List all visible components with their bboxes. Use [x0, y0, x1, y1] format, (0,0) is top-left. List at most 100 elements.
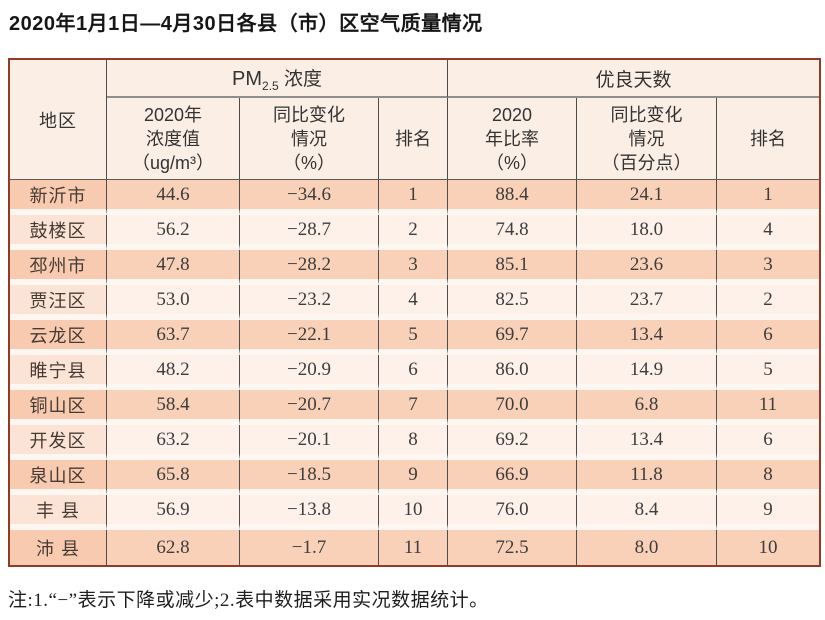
gd-change-cell: 13.4	[577, 425, 717, 460]
pm-rank-cell: 1	[379, 180, 448, 215]
gd-ratio-cell: 82.5	[448, 285, 577, 320]
pm25-group-header: PM2.5 浓度	[107, 60, 448, 98]
gd-change-cell: 13.4	[577, 320, 717, 355]
pm-change-cell: −28.2	[240, 250, 379, 285]
gd-rank-cell: 6	[717, 425, 819, 460]
gd-rank-cell: 9	[717, 495, 819, 530]
table-row: 睢宁县 48.2 −20.9 6 86.0 14.9 5	[10, 355, 819, 390]
region-cell: 丰 县	[10, 495, 107, 530]
pm-value-cell: 48.2	[107, 355, 240, 390]
pm-change-cell: −22.1	[240, 320, 379, 355]
region-cell: 开发区	[10, 425, 107, 460]
gd-change-cell: 24.1	[577, 180, 717, 215]
gd-ratio-cell: 86.0	[448, 355, 577, 390]
table-row: 鼓楼区 56.2 −28.7 2 74.8 18.0 4	[10, 215, 819, 250]
pm25-label-suffix: 浓度	[278, 68, 322, 90]
good-days-change-header: 同比变化 情况 （百分点）	[577, 98, 717, 180]
pm-value-cell: 47.8	[107, 250, 240, 285]
gd-rank-cell: 1	[717, 180, 819, 215]
pm-change-cell: −34.6	[240, 180, 379, 215]
pm-rank-cell: 10	[379, 495, 448, 530]
region-cell: 泉山区	[10, 460, 107, 495]
pm-change-header: 同比变化 情况 （%）	[240, 98, 379, 180]
gd-ratio-cell: 88.4	[448, 180, 577, 215]
table-body: 新沂市 44.6 −34.6 1 88.4 24.1 1 鼓楼区 56.2 −28.7 2 74.8 1…	[10, 180, 819, 565]
gd-ratio-cell: 69.2	[448, 425, 577, 460]
pm-value-cell: 56.9	[107, 495, 240, 530]
pm-value-cell: 63.7	[107, 320, 240, 355]
pm-change-cell: −23.2	[240, 285, 379, 320]
pm-rank-cell: 7	[379, 390, 448, 425]
pm-value-cell: 56.2	[107, 215, 240, 250]
table-row: 沛 县 62.8 −1.7 11 72.5 8.0 10	[10, 530, 819, 565]
region-cell: 鼓楼区	[10, 215, 107, 250]
gd-rank-cell: 8	[717, 460, 819, 495]
pm-rank-cell: 3	[379, 250, 448, 285]
header-group-row: 地区 PM2.5 浓度 优良天数	[10, 60, 819, 180]
pm-rank-cell: 9	[379, 460, 448, 495]
region-cell: 铜山区	[10, 390, 107, 425]
region-cell: 贾汪区	[10, 285, 107, 320]
gd-rank-cell: 6	[717, 320, 819, 355]
pm-value-cell: 44.6	[107, 180, 240, 215]
pm25-label-subscript: 2.5	[262, 78, 279, 93]
gd-change-cell: 11.8	[577, 460, 717, 495]
gd-ratio-cell: 69.7	[448, 320, 577, 355]
pm-rank-cell: 4	[379, 285, 448, 320]
region-cell: 睢宁县	[10, 355, 107, 390]
pm-change-cell: −20.9	[240, 355, 379, 390]
pm-value-cell: 65.8	[107, 460, 240, 495]
pm-change-cell: −1.7	[240, 530, 379, 565]
table-row: 新沂市 44.6 −34.6 1 88.4 24.1 1	[10, 180, 819, 215]
region-cell: 邳州市	[10, 250, 107, 285]
air-quality-table: 地区 PM2.5 浓度 优良天数 2020年 浓度值 （ug/m³） 同比变化 …	[8, 58, 821, 567]
pm-value-cell: 53.0	[107, 285, 240, 320]
region-cell: 云龙区	[10, 320, 107, 355]
pm-value-cell: 63.2	[107, 425, 240, 460]
gd-change-cell: 23.7	[577, 285, 717, 320]
page: 2020年1月1日—4月30日各县（市）区空气质量情况 地区 PM2.5 浓度 …	[0, 10, 825, 620]
pm-rank-cell: 5	[379, 320, 448, 355]
pm-rank-cell: 6	[379, 355, 448, 390]
gd-change-cell: 23.6	[577, 250, 717, 285]
pm-rank-cell: 8	[379, 425, 448, 460]
table-row: 贾汪区 53.0 −23.2 4 82.5 23.7 2	[10, 285, 819, 320]
gd-rank-cell: 5	[717, 355, 819, 390]
gd-rank-cell: 11	[717, 390, 819, 425]
gd-rank-cell: 10	[717, 530, 819, 565]
gd-change-cell: 8.0	[577, 530, 717, 565]
pm-rank-cell: 11	[379, 530, 448, 565]
table-row: 云龙区 63.7 −22.1 5 69.7 13.4 6	[10, 320, 819, 355]
header-sub-row: 2020年 浓度值 （ug/m³） 同比变化 情况 （%） 排名 2020 年比…	[10, 98, 819, 180]
gd-change-cell: 6.8	[577, 390, 717, 425]
page-title: 2020年1月1日—4月30日各县（市）区空气质量情况	[9, 13, 483, 35]
gd-ratio-cell: 74.8	[448, 215, 577, 250]
pm-change-cell: −20.1	[240, 425, 379, 460]
gd-change-cell: 14.9	[577, 355, 717, 390]
pm-change-cell: −28.7	[240, 215, 379, 250]
table-row: 开发区 63.2 −20.1 8 69.2 13.4 6	[10, 425, 819, 460]
pm-change-cell: −13.8	[240, 495, 379, 530]
region-cell: 沛 县	[10, 530, 107, 565]
table-row: 泉山区 65.8 −18.5 9 66.9 11.8 8	[10, 460, 819, 495]
table-row: 丰 县 56.9 −13.8 10 76.0 8.4 9	[10, 495, 819, 530]
table-header: 地区 PM2.5 浓度 优良天数 2020年 浓度值 （ug/m³） 同比变化 …	[10, 60, 819, 180]
region-column-header: 地区	[10, 60, 107, 180]
pm-rank-cell: 2	[379, 215, 448, 250]
good-days-group-header: 优良天数	[448, 60, 819, 98]
gd-ratio-cell: 85.1	[448, 250, 577, 285]
table-row: 铜山区 58.4 −20.7 7 70.0 6.8 11	[10, 390, 819, 425]
gd-change-cell: 18.0	[577, 215, 717, 250]
pm-value-cell: 58.4	[107, 390, 240, 425]
gd-ratio-cell: 70.0	[448, 390, 577, 425]
region-cell: 新沂市	[10, 180, 107, 215]
pm-change-cell: −20.7	[240, 390, 379, 425]
table-row: 邳州市 47.8 −28.2 3 85.1 23.6 3	[10, 250, 819, 285]
pm-concentration-header: 2020年 浓度值 （ug/m³）	[107, 98, 240, 180]
pm25-label-prefix: PM	[232, 67, 263, 90]
footnote: 注:1.“−”表示下降或减少;2.表中数据采用实况数据统计。	[8, 590, 489, 611]
pm-rank-header: 排名	[379, 98, 448, 180]
gd-rank-cell: 3	[717, 250, 819, 285]
pm-change-cell: −18.5	[240, 460, 379, 495]
good-days-rank-header: 排名	[717, 98, 819, 180]
